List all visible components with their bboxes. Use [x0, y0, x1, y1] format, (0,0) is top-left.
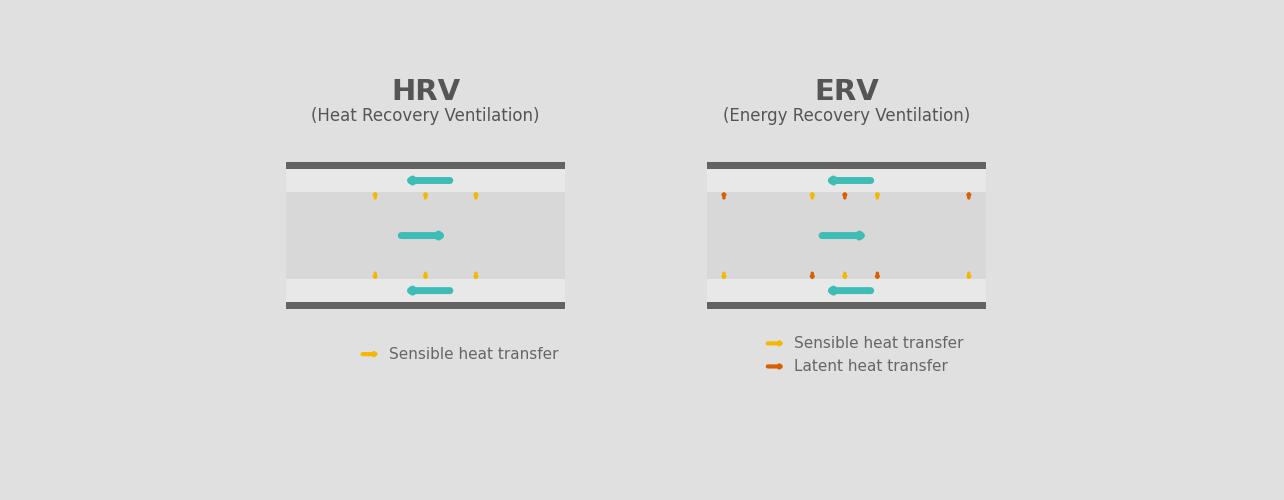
Bar	[707, 169, 986, 192]
Bar	[286, 192, 565, 279]
Bar	[707, 162, 986, 169]
Bar	[286, 162, 565, 169]
Bar	[707, 162, 986, 308]
Text: Sensible heat transfer: Sensible heat transfer	[795, 336, 964, 351]
Bar	[707, 279, 986, 302]
Text: Latent heat transfer: Latent heat transfer	[795, 359, 949, 374]
Bar	[707, 192, 986, 198]
Text: Sensible heat transfer: Sensible heat transfer	[389, 346, 559, 362]
Bar	[707, 274, 986, 279]
Bar	[286, 192, 565, 198]
Text: (Heat Recovery Ventilation): (Heat Recovery Ventilation)	[311, 107, 539, 125]
Text: (Energy Recovery Ventilation): (Energy Recovery Ventilation)	[723, 107, 969, 125]
Text: HRV: HRV	[392, 78, 460, 106]
Bar	[707, 192, 986, 279]
Bar	[286, 279, 565, 302]
Bar	[286, 169, 565, 192]
Text: ERV: ERV	[814, 78, 878, 106]
Bar	[286, 274, 565, 279]
Bar	[707, 302, 986, 308]
Bar	[286, 162, 565, 308]
Bar	[286, 302, 565, 308]
